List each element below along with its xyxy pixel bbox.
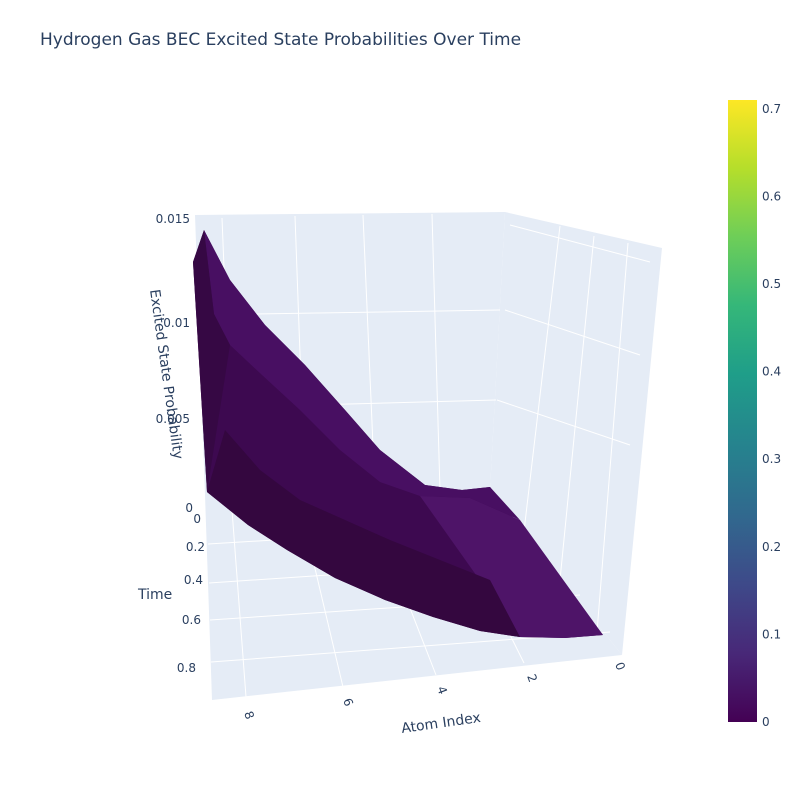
y-tick-label: 0	[193, 512, 201, 526]
colorbar-tick-label: 0.1	[762, 627, 781, 641]
surface-lower-shade	[207, 430, 520, 637]
colorbar	[728, 100, 757, 722]
z-tick-label: 0.01	[163, 316, 190, 330]
y-axis-ticks: 0 0.2 0.4 0.6 0.8	[177, 512, 205, 675]
z-tick-label: 0.005	[156, 412, 190, 426]
grid-line	[557, 235, 595, 601]
colorbar-tick-label: 0.3	[762, 452, 781, 466]
colorbar-tick-label: 0.4	[762, 365, 781, 379]
y-axis-title: Time	[137, 587, 172, 603]
x-tick-label: 6	[340, 696, 356, 708]
grid-line	[431, 213, 441, 492]
surface-left-edge	[193, 230, 230, 492]
z-tick-label: 0	[185, 501, 193, 515]
grid-line	[504, 309, 641, 356]
colorbar-tick-label: 0.2	[762, 540, 781, 554]
z-axis-title: Excited State Probability	[146, 288, 186, 460]
colorbar-ticks: 0 0.1 0.2 0.3 0.4 0.5 0.6 0.7	[762, 102, 781, 729]
colorbar-tick-label: 0.5	[762, 277, 781, 291]
x-axis-ticks: 0 2 4 6 8	[241, 660, 628, 721]
colorbar-tick-label: 0.6	[762, 189, 781, 203]
grid-line	[596, 242, 629, 633]
side-wall	[490, 212, 662, 655]
x-axis-title: Atom Index	[400, 710, 481, 737]
surface	[193, 230, 603, 638]
y-tick-label: 0.2	[186, 540, 205, 554]
chart-title: Hydrogen Gas BEC Excited State Probabili…	[40, 30, 521, 50]
surface-right-band	[420, 496, 603, 638]
x-tick-label: 2	[524, 672, 540, 684]
x-tick-label: 8	[241, 709, 257, 721]
grid-line	[496, 399, 631, 446]
surface-top-band	[204, 230, 520, 520]
x-tick-label: 4	[434, 684, 450, 696]
y-tick-label: 0.8	[177, 661, 196, 675]
x-tick-label: 0	[612, 660, 628, 672]
z-tick-label: 0.015	[156, 212, 190, 226]
y-tick-label: 0.4	[184, 573, 203, 587]
grid-line	[519, 225, 561, 566]
colorbar-tick-label: 0.7	[762, 102, 781, 116]
colorbar-tick-label: 0	[762, 715, 770, 729]
y-tick-label: 0.6	[182, 613, 201, 627]
grid-line	[231, 509, 247, 698]
z-axis-ticks: 0 0.005 0.01 0.015	[156, 212, 193, 515]
